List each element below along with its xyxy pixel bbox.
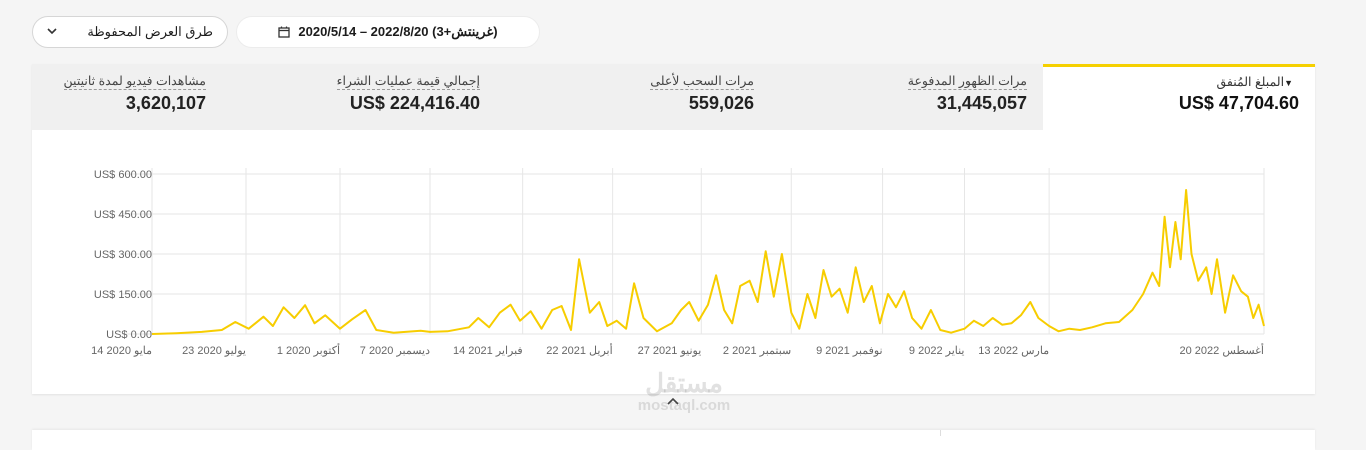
watermark-arabic: مستقل xyxy=(645,368,723,398)
metric-label: مشاهدات فيديو لمدة ثانيتين xyxy=(63,74,206,90)
x-tick-label: 7 ديسمبر 2020 xyxy=(360,345,430,357)
metric-tabs: المبلغ المُنفق ▼ US$ 47,704.60 مرات الظه… xyxy=(32,64,1315,130)
divider xyxy=(940,430,941,436)
x-tick-label: 14 فبراير 2021 xyxy=(453,345,523,357)
metric-tab-video-views[interactable]: مشاهدات فيديو لمدة ثانيتين 3,620,107 xyxy=(32,64,222,130)
x-tick-label: 27 يونيو 2021 xyxy=(638,345,702,357)
metrics-panel: المبلغ المُنفق ▼ US$ 47,704.60 مرات الظه… xyxy=(32,64,1315,394)
watermark-latin: mostaql.com xyxy=(637,397,731,414)
x-tick-label: 14 مايو 2020 xyxy=(91,345,152,357)
y-tick-label: US$ 0.00 xyxy=(106,329,152,341)
metric-label: إجمالي قيمة عمليات الشراء xyxy=(336,74,480,90)
metric-value: US$ 47,704.60 xyxy=(1178,93,1299,113)
metric-value: 559,026 xyxy=(688,93,754,113)
date-range-picker[interactable]: 2020/5/14 – 2022/8/20 (غرينتش+3) xyxy=(236,16,540,48)
chevron-down-icon xyxy=(47,26,57,38)
metric-label: مرات السحب لأعلى xyxy=(650,74,754,90)
y-tick-label: US$ 600.00 xyxy=(94,169,152,181)
y-tick-label: US$ 300.00 xyxy=(94,249,152,261)
y-tick-label: US$ 150.00 xyxy=(94,289,152,301)
metric-label: المبلغ المُنفق xyxy=(1216,75,1285,89)
metric-tab-amount-spent[interactable]: المبلغ المُنفق ▼ US$ 47,704.60 xyxy=(1043,64,1315,130)
metric-value: 3,620,107 xyxy=(125,93,206,113)
x-tick-label: 1 أكتوبر 2020 xyxy=(277,343,340,357)
calendar-icon xyxy=(278,26,291,38)
watermark: مستقل mostaql.com xyxy=(624,370,744,413)
y-tick-label: US$ 450.00 xyxy=(94,209,152,221)
x-tick-label: 23 يوليو 2020 xyxy=(182,345,246,357)
metric-tab-purchase-value[interactable]: إجمالي قيمة عمليات الشراء US$ 224,416.40 xyxy=(222,64,496,130)
x-tick-label: 22 أبريل 2021 xyxy=(546,343,612,357)
x-tick-label: 20 أغسطس 2022 xyxy=(1179,343,1264,357)
metric-tab-swipe-ups[interactable]: مرات السحب لأعلى 559,026 xyxy=(496,64,770,130)
x-tick-label: 9 يناير 2022 xyxy=(909,345,965,357)
date-range-label: 2020/5/14 – 2022/8/20 (غرينتش+3) xyxy=(298,24,498,39)
caret-down-icon[interactable]: ▼ xyxy=(1284,77,1293,88)
saved-views-dropdown[interactable]: طرق العرض المحفوظة xyxy=(32,16,228,48)
spend-line-chart: US$ 0.00 US$ 150.00 US$ 300.00 US$ 450.00 US… xyxy=(32,144,1315,374)
spend-series-line xyxy=(151,189,1265,335)
saved-views-label: طرق العرض المحفوظة xyxy=(87,24,213,39)
x-tick-label: 2 سبتمبر 2021 xyxy=(723,345,791,357)
lower-card xyxy=(32,430,1315,450)
metric-value: 31,445,057 xyxy=(936,93,1027,113)
metric-tab-paid-impressions[interactable]: مرات الظهور المدفوعة 31,445,057 xyxy=(770,64,1043,130)
metric-value: US$ 224,416.40 xyxy=(349,93,480,113)
x-tick-label: 13 مارس 2022 xyxy=(978,345,1049,357)
chart-svg: US$ 0.00 US$ 150.00 US$ 300.00 US$ 450.00 US… xyxy=(91,168,1265,357)
metric-label: مرات الظهور المدفوعة xyxy=(907,74,1027,90)
chevron-up-icon[interactable] xyxy=(667,392,679,408)
x-tick-label: 9 نوفمبر 2021 xyxy=(816,345,882,357)
